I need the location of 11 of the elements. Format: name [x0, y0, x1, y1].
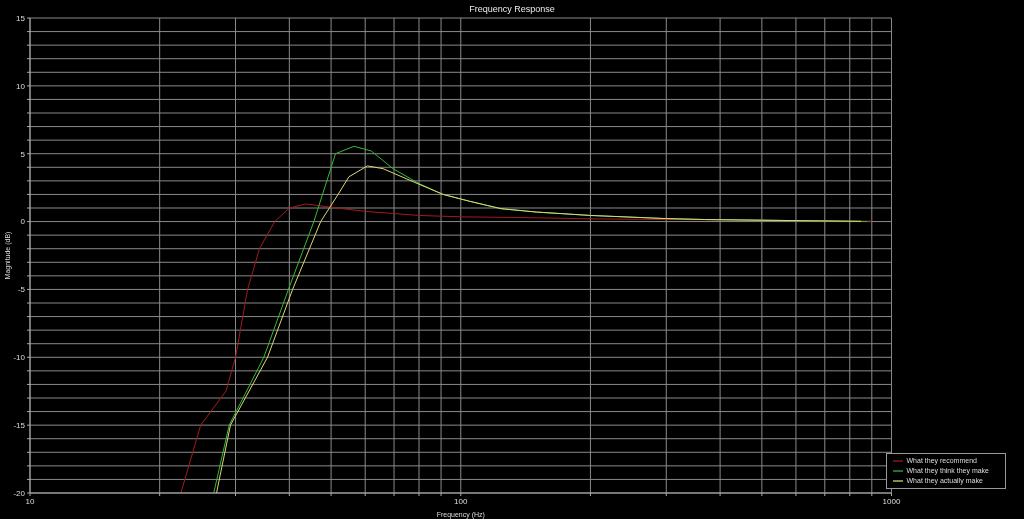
- y-tick-label: -20: [13, 488, 26, 498]
- chart-title: Frequency Response: [468, 4, 556, 14]
- y-tick-label: 10: [16, 81, 26, 91]
- y-tick-label: 0: [20, 217, 26, 227]
- y-tick-label: -10: [13, 353, 26, 363]
- x-tick-label: 1000: [882, 496, 901, 506]
- y-tick-label: -15: [13, 420, 26, 430]
- x-tick-label: 100: [454, 496, 468, 506]
- y-tick-label: 5: [20, 149, 26, 159]
- y-tick-label: -5: [17, 285, 26, 295]
- y-tick-label: 15: [16, 13, 26, 23]
